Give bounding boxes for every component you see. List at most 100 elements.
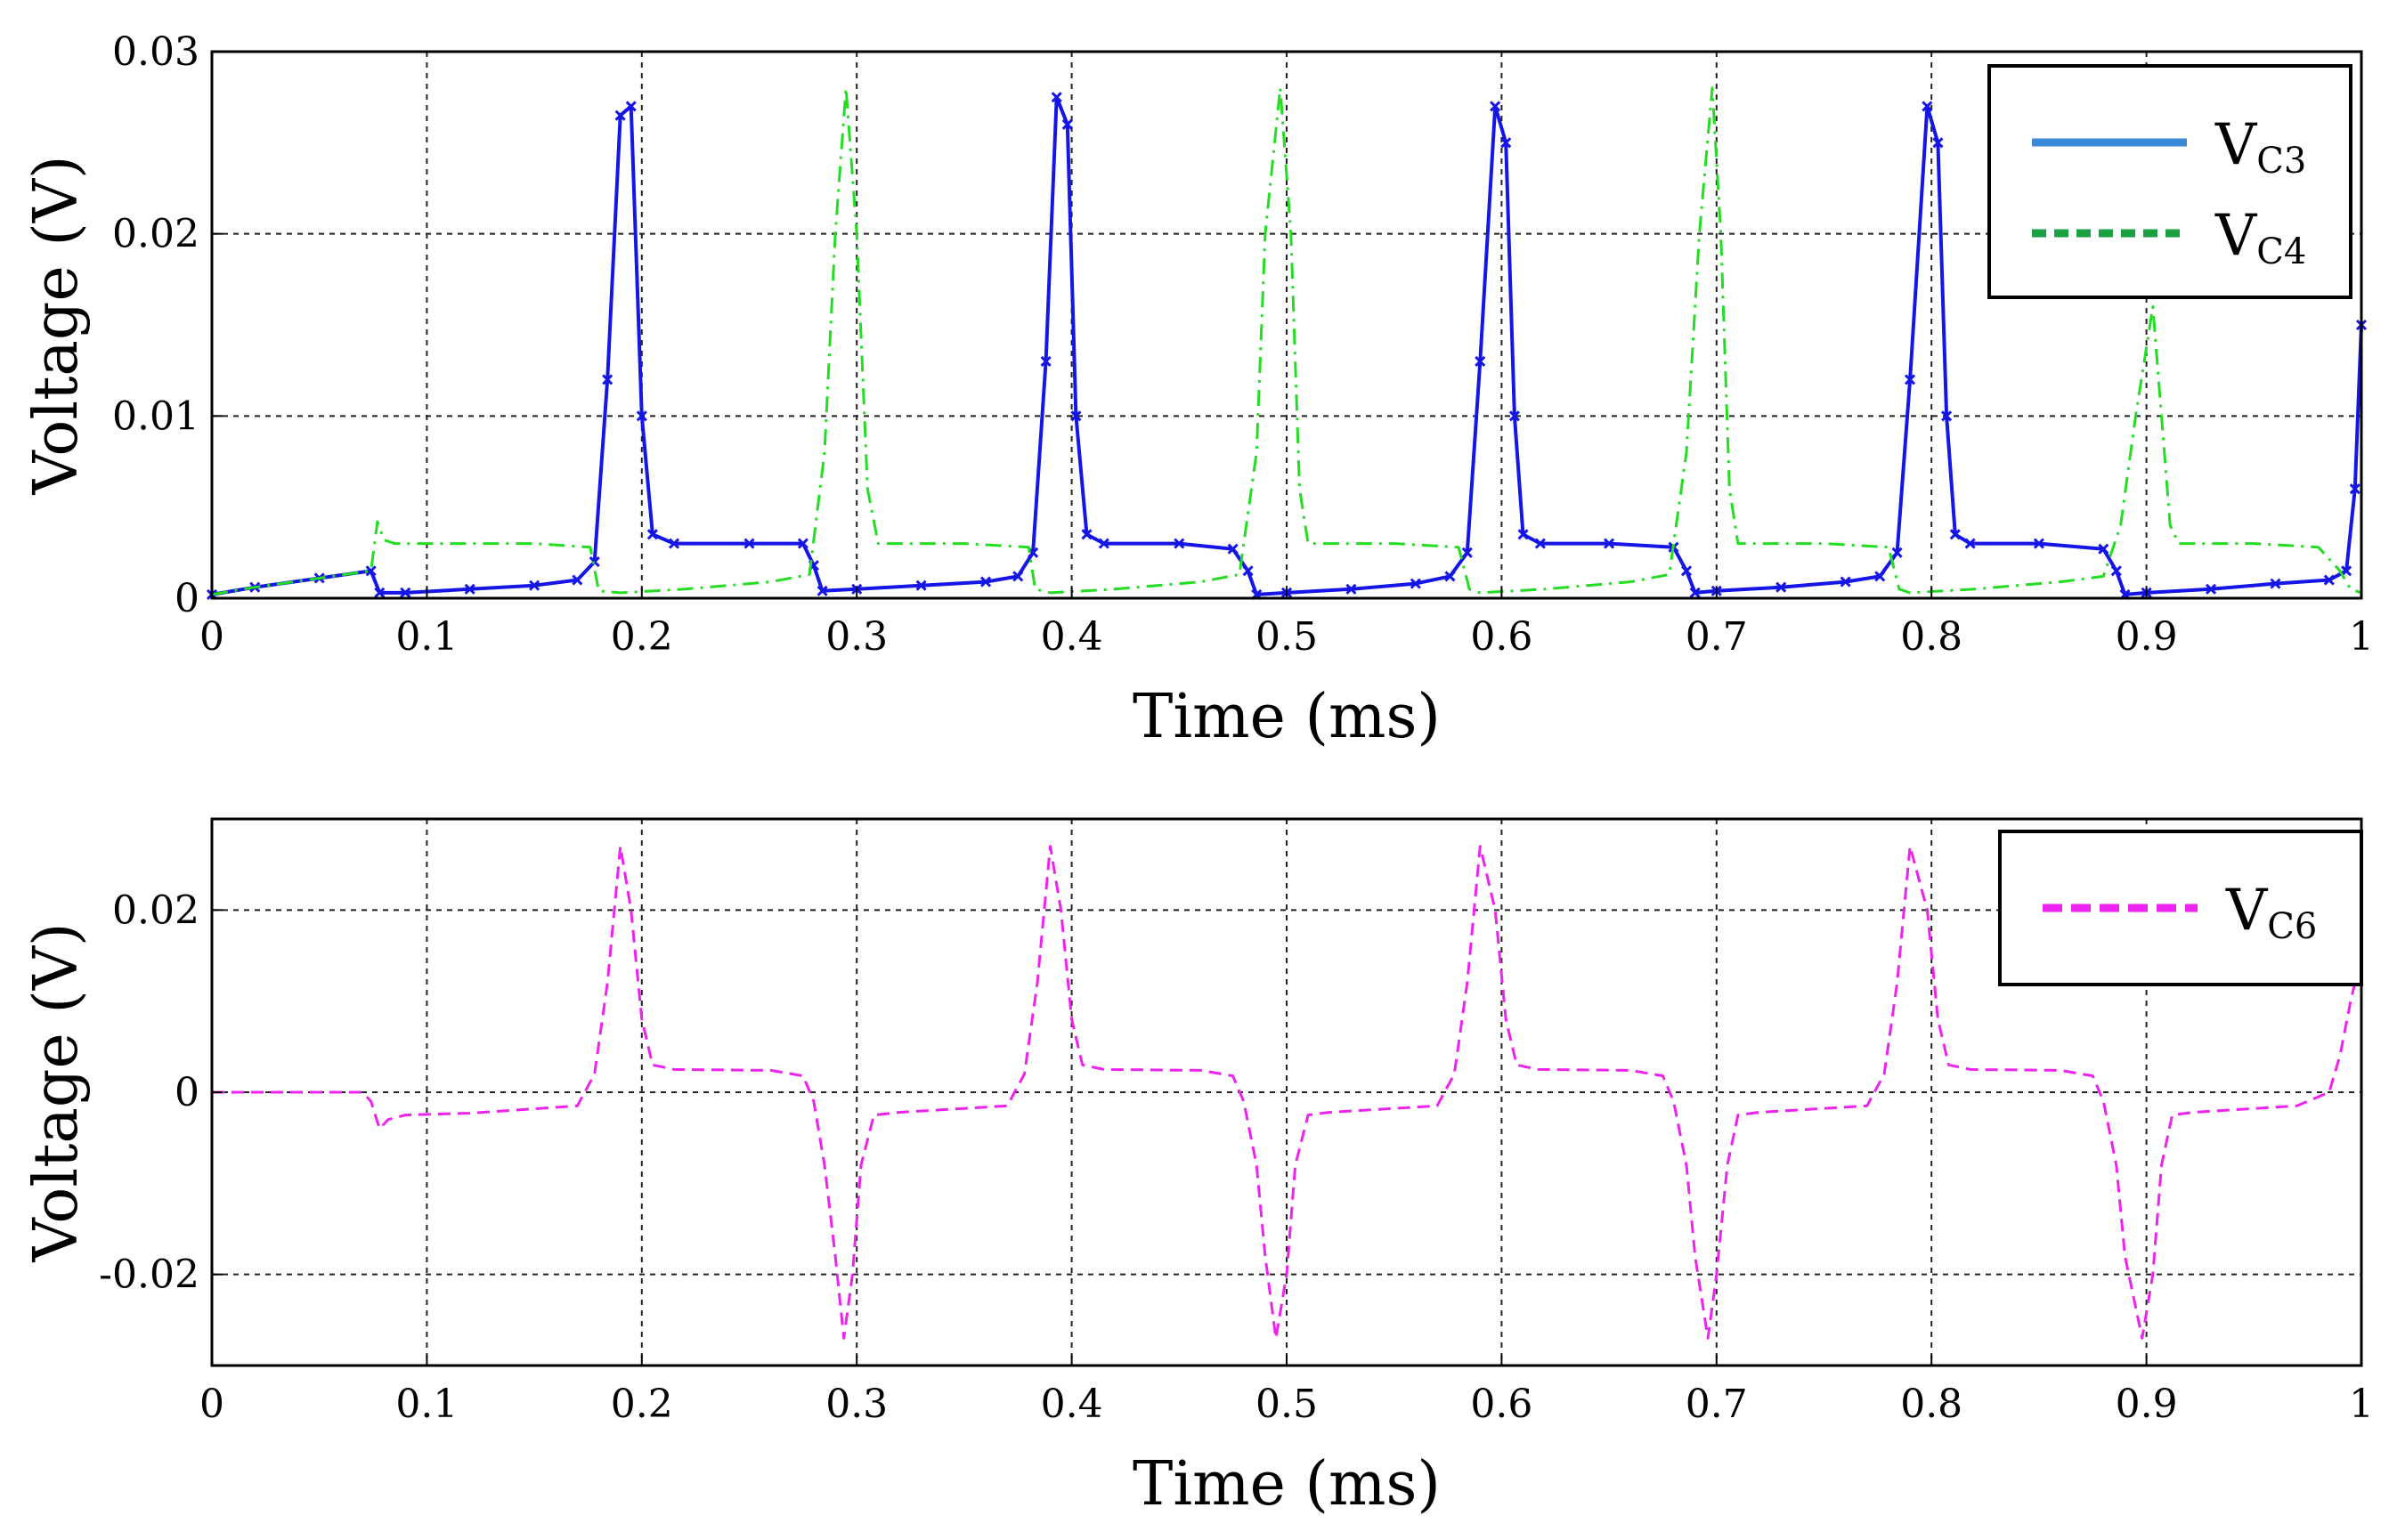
data-point-VC3: [529, 580, 540, 591]
data-point-VC3: [1508, 410, 1520, 422]
legend-label-main: V: [2225, 878, 2269, 944]
data-point-VC3: [1500, 137, 1512, 149]
x-tick-label: 0.5: [1255, 1382, 1318, 1427]
legend-label-main: V: [2214, 112, 2258, 178]
x-axis-label: Time (ms): [1133, 682, 1441, 752]
data-point-VC3: [2098, 543, 2109, 555]
data-point-VC3: [1461, 547, 1473, 558]
y-tick-label: 0.03: [112, 29, 199, 75]
y-axis-label: Voltage (V): [21, 156, 92, 496]
data-point-VC3: [1604, 538, 1615, 549]
data-point-VC3: [589, 556, 600, 568]
data-point-VC3: [636, 410, 647, 422]
legend-box: [1987, 64, 2352, 299]
data-point-VC3: [1081, 529, 1093, 540]
data-point-VC3: [1949, 529, 1961, 540]
y-tick-label: 0: [175, 576, 199, 621]
data-point-VC3: [2341, 565, 2352, 577]
x-tick-label: 1: [2349, 614, 2374, 660]
y-tick-label: 0.02: [112, 212, 199, 257]
data-point-VC3: [1689, 587, 1701, 598]
data-point-VC3: [1012, 571, 1024, 582]
data-point-VC3: [625, 101, 637, 112]
data-point-VC3: [1070, 410, 1082, 422]
x-tick-label: 0.9: [2116, 614, 2178, 660]
x-tick-label: 0.6: [1470, 614, 1532, 660]
data-point-VC3: [915, 580, 927, 591]
data-point-VC3: [1051, 92, 1062, 103]
data-point-VC3: [797, 538, 808, 549]
legend-label-VC6: VC6: [2225, 878, 2317, 947]
series-line-VC6: [212, 845, 2363, 1340]
data-point-VC3: [1922, 101, 1933, 112]
legend-label-subscript: C4: [2256, 231, 2306, 272]
data-point-VC3: [1098, 538, 1109, 549]
data-point-VC3: [614, 109, 626, 121]
legend-label-VC3: VC3: [2214, 112, 2306, 182]
data-point-VC3: [374, 587, 386, 598]
chart-2: 0 0.1 0.2 0.3 0.4 0.5 0.6 0.7 0.8 0.9 1 -0.02 0 0.02 T…: [21, 817, 2374, 1520]
data-point-VC3: [1840, 576, 1851, 588]
x-tick-label: 1: [2349, 1382, 2374, 1427]
data-point-VC3: [979, 576, 992, 588]
data-point-VC3: [1061, 118, 1073, 130]
x-tick-label: 0: [199, 1382, 224, 1427]
data-point-VC3: [1475, 355, 1486, 367]
data-point-VC3: [400, 587, 411, 598]
legend: VC6: [1998, 830, 2363, 986]
x-tick-label: 0.1: [395, 614, 458, 660]
data-point-VC3: [1680, 565, 1693, 577]
data-point-VC3: [1242, 565, 1254, 577]
chart-1: 0 0.1 0.2 0.3 0.4 0.5 0.6 0.7 0.8 0.9 1 0 0.01 0.02 0.…: [21, 29, 2374, 752]
data-point-VC3: [1904, 374, 1916, 385]
x-tick-label: 0.7: [1686, 614, 1748, 660]
x-tick-label: 0.8: [1900, 614, 1962, 660]
data-point-VC3: [1964, 538, 1976, 549]
y-tick-label: -0.02: [99, 1252, 199, 1298]
legend-label-VC4: VC4: [2214, 203, 2306, 272]
data-point-VC3: [365, 565, 377, 577]
data-point-VC3: [1534, 538, 1546, 549]
y-tick-label: 0: [175, 1070, 199, 1115]
data-point-VC3: [1410, 578, 1421, 589]
y-tick-label: 0.02: [112, 888, 199, 933]
data-point-VC3: [2270, 578, 2281, 589]
data-point-VC3: [2349, 483, 2360, 495]
x-tick-label: 0: [199, 614, 224, 660]
y-tick-label: 0.01: [112, 393, 199, 439]
x-tick-label: 0.1: [395, 1382, 458, 1427]
data-point-VC3: [1174, 538, 1185, 549]
x-tick-label: 0.2: [611, 614, 673, 660]
x-axis-label: Time (ms): [1133, 1449, 1441, 1520]
data-point-VC3: [743, 538, 755, 549]
data-point-VC3: [464, 583, 475, 595]
y-axis-label: Voltage (V): [21, 923, 92, 1263]
legend-label-subscript: C6: [2267, 906, 2317, 947]
x-tick-label: 0.8: [1900, 1382, 1962, 1427]
x-tick-label: 0.2: [611, 1382, 673, 1427]
data-point-VC3: [602, 374, 613, 385]
data-point-VC3: [646, 529, 658, 540]
data-point-VC3: [1040, 355, 1052, 367]
x-tick-label: 0.9: [2116, 1382, 2178, 1427]
x-tick-label: 0.5: [1255, 614, 1318, 660]
data-point-VC3: [1444, 571, 1456, 582]
x-tick-label: 0.3: [825, 614, 888, 660]
data-point-VC3: [1941, 410, 1953, 422]
data-point-VC3: [817, 585, 828, 596]
data-point-VC3: [2323, 574, 2335, 586]
data-point-VC3: [1874, 571, 1886, 582]
data-point-VC3: [572, 574, 583, 586]
data-point-VC3: [1227, 543, 1239, 555]
data-point-VC3: [668, 538, 680, 549]
data-point-VC3: [1775, 581, 1787, 593]
data-point-VC3: [2033, 538, 2044, 549]
data-point-VC3: [1932, 137, 1944, 149]
legend-label-subscript: C3: [2256, 141, 2306, 182]
series-line-VC4: [211, 86, 2362, 596]
data-point-VC3: [2205, 583, 2217, 595]
x-tick-label: 0.3: [825, 1382, 888, 1427]
data-point-VC3: [1517, 529, 1529, 540]
